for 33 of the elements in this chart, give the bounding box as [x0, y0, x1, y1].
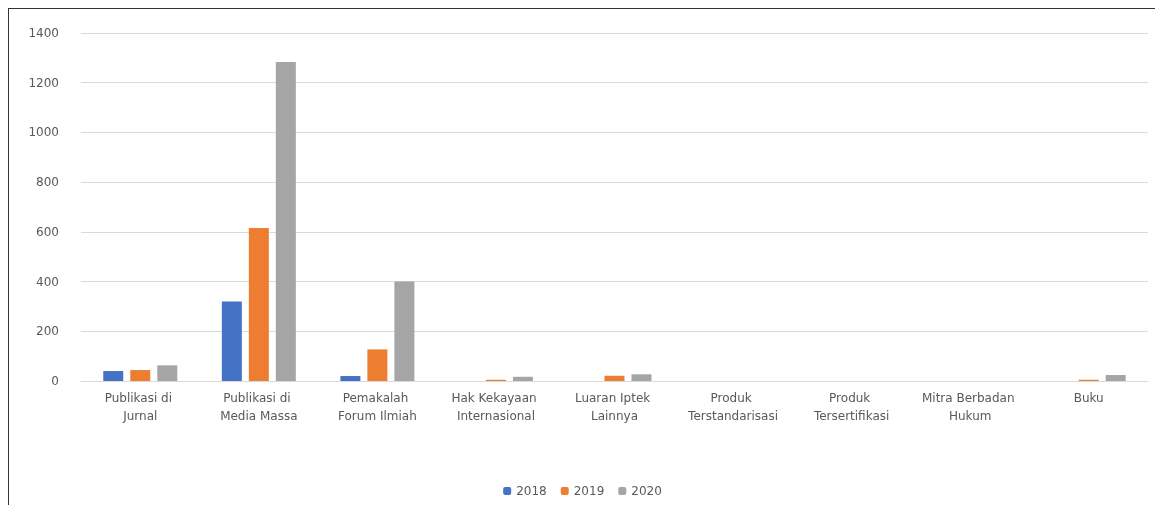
x-tick-label: Produk Tersertifikasi	[812, 391, 890, 423]
y-tick-label: 800	[36, 175, 59, 190]
bar	[1105, 375, 1126, 381]
x-tick-label: Produk Terstandarisasi	[687, 391, 779, 423]
x-tick-label: Publikasi di Jurnal	[104, 391, 176, 423]
legend-label: 2019	[573, 484, 605, 498]
y-tick-label: 200	[36, 324, 59, 339]
bar	[103, 371, 124, 381]
x-tick-label: Luaran Iptek Lainnya	[574, 391, 655, 423]
bar	[157, 365, 178, 381]
bar	[394, 281, 415, 381]
y-tick-label: 0	[51, 374, 59, 388]
y-tick-label: 1400	[28, 26, 59, 40]
bar	[130, 370, 151, 381]
bar	[631, 374, 652, 381]
legend-label: 2020	[631, 484, 662, 498]
y-tick-label: 400	[36, 274, 59, 289]
bar	[221, 301, 242, 381]
bar	[367, 349, 388, 381]
x-tick-label: Mitra Berbadan Hukum	[921, 391, 1019, 423]
y-tick-label: 1200	[28, 75, 59, 90]
bar	[248, 227, 269, 381]
legend-label: 2018	[516, 484, 547, 498]
bar	[275, 62, 296, 381]
x-tick-label: Buku	[1073, 391, 1104, 405]
bar	[340, 376, 361, 381]
x-tick-label: Publikasi di Media Massa	[220, 391, 298, 423]
bar	[604, 375, 625, 381]
bar	[512, 376, 533, 381]
y-tick-label: 600	[36, 224, 59, 239]
x-tick-label: Hak Kekayaan Internasional	[451, 391, 541, 423]
x-tick-label: Pemakalah Forum Ilmiah	[338, 391, 417, 423]
y-tick-label: 1000	[28, 125, 59, 140]
